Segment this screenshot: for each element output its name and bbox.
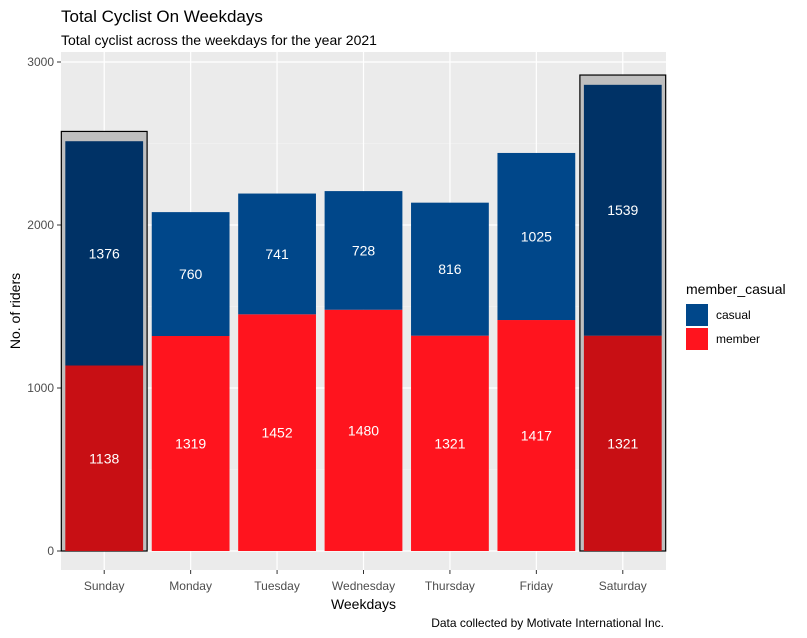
legend-item-casual: casual: [686, 303, 786, 327]
y-tick-label: 1000: [27, 381, 54, 395]
data-label-member-saturday: 1321: [607, 435, 638, 451]
data-label-casual-wednesday: 728: [352, 242, 376, 258]
x-tick-label: Monday: [169, 579, 212, 593]
y-tick-label: 2000: [27, 218, 54, 232]
data-label-casual-monday: 760: [179, 266, 203, 282]
x-tick-label: Wednesday: [332, 579, 395, 593]
x-tick-label: Friday: [520, 579, 553, 593]
data-label-member-sunday: 1138: [89, 450, 119, 466]
data-label-casual-sunday: 1376: [89, 245, 120, 261]
legend: member_casual casual member: [686, 281, 786, 351]
legend-swatch-casual: [686, 304, 708, 326]
data-label-member-friday: 1417: [521, 428, 552, 444]
y-axis-title: No. of riders: [7, 273, 23, 349]
x-tick-label: Tuesday: [254, 579, 300, 593]
data-label-member-wednesday: 1480: [348, 422, 379, 438]
x-tick-label: Saturday: [599, 579, 647, 593]
data-label-casual-tuesday: 741: [265, 246, 289, 262]
legend-label-member: member: [716, 332, 761, 346]
bar-member-tuesday: [238, 314, 316, 551]
legend-label-casual: casual: [716, 308, 751, 322]
bar-casual-tuesday: [238, 193, 316, 315]
legend-title: member_casual: [686, 281, 786, 297]
y-tick-label: 3000: [27, 55, 54, 69]
data-label-casual-thursday: 816: [438, 261, 462, 277]
bar-member-wednesday: [324, 309, 403, 551]
bar-member-friday: [497, 320, 576, 551]
data-label-member-tuesday: 1452: [261, 425, 292, 441]
chart-subtitle: Total cyclist across the weekdays for th…: [61, 32, 377, 48]
chart-title: Total Cyclist On Weekdays: [61, 7, 263, 26]
data-label-member-monday: 1319: [175, 436, 206, 452]
chart-caption: Data collected by Motivate International…: [431, 616, 664, 630]
bar-casual-monday: [151, 212, 230, 337]
bar-casual-saturday: [583, 84, 662, 336]
legend-swatch-member: [686, 328, 708, 350]
bar-member-monday: [151, 336, 230, 551]
bar-casual-sunday: [65, 141, 144, 366]
bar-member-saturday: [583, 335, 662, 551]
data-label-casual-friday: 1025: [521, 228, 552, 244]
y-tick-label: 0: [47, 544, 54, 558]
x-axis-title: Weekdays: [331, 596, 396, 612]
bar-casual-thursday: [411, 202, 489, 336]
bar-casual-wednesday: [324, 191, 403, 310]
legend-item-member: member: [686, 327, 786, 351]
data-label-casual-saturday: 1539: [607, 202, 638, 218]
x-tick-label: Thursday: [425, 579, 475, 593]
bar-member-sunday: [65, 365, 144, 551]
bar-member-thursday: [411, 335, 489, 551]
x-tick-label: Sunday: [84, 579, 125, 593]
bar-casual-friday: [497, 152, 576, 321]
data-label-member-thursday: 1321: [434, 435, 465, 451]
